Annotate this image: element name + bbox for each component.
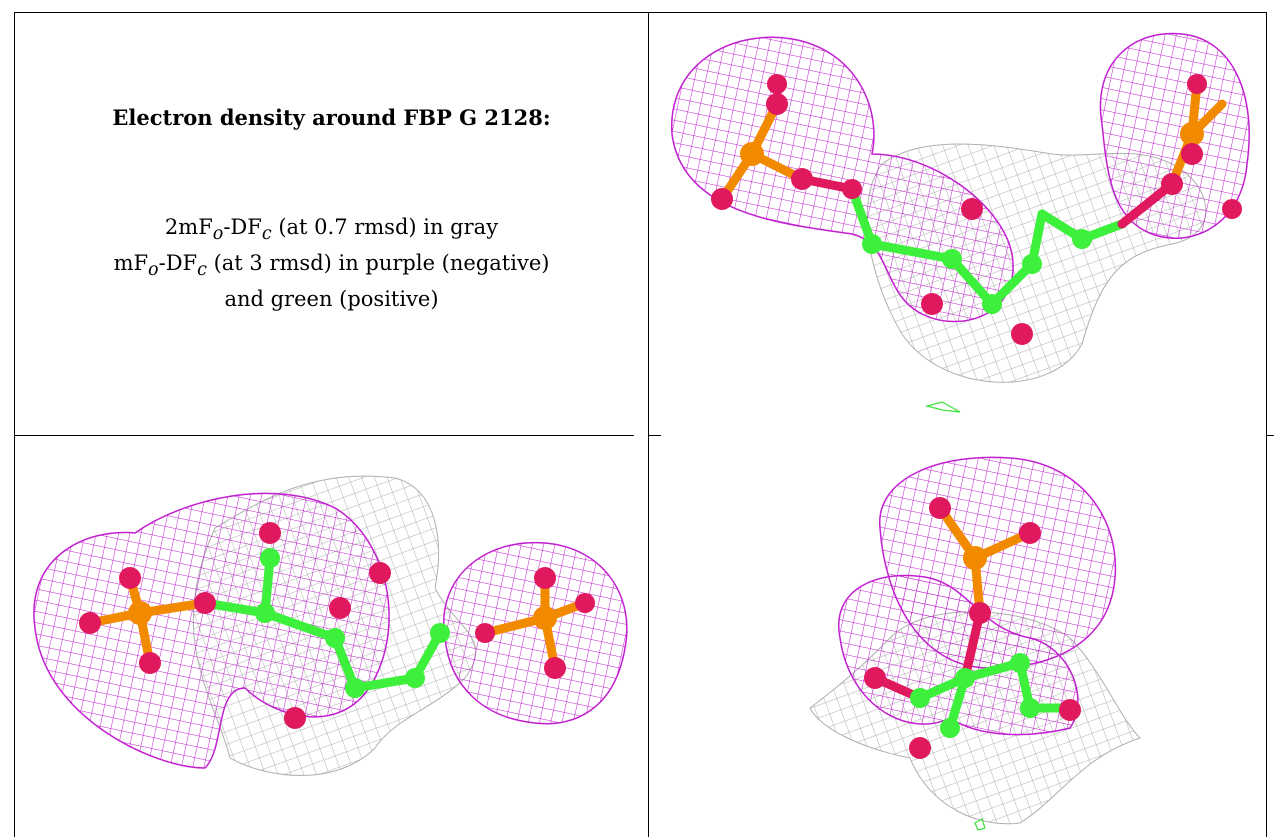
row-divider-left	[14, 435, 634, 436]
figure-title: Electron density around FBP G 2128:	[112, 105, 551, 130]
l2-a: mF	[113, 251, 149, 276]
l2-b: -DF	[158, 251, 198, 276]
density-view-top-right	[671, 32, 1250, 413]
purple-density-mesh-lower	[837, 574, 1079, 736]
l2-sub-c: c	[197, 260, 207, 281]
green-density-blob	[974, 818, 986, 831]
l1-c: (at 0.7 rmsd) in gray	[271, 215, 499, 239]
legend-line-purple: mFo-DFc (at 3 rmsd) in purple (negative)	[15, 249, 648, 285]
row-divider-right	[1266, 435, 1274, 436]
legend-line-green: and green (positive)	[224, 287, 439, 312]
green-density-blob	[924, 401, 961, 413]
purple-density-mesh-right	[443, 541, 628, 725]
fbp-ligand-model	[864, 497, 1081, 759]
l1-a: 2mF	[164, 215, 213, 239]
legend-line-gray: 2mFo-DFc (at 0.7 rmsd) in gray	[15, 213, 648, 249]
density-view-bottom-right	[809, 456, 1141, 831]
l1-sub-c: c	[261, 224, 272, 245]
l1-b: -DF	[223, 215, 262, 239]
fbp-ligand-model	[79, 522, 595, 729]
column-divider	[648, 12, 649, 837]
l1-sub-o: o	[212, 224, 224, 245]
density-view-bottom-left	[33, 475, 628, 776]
density-legend: 2mFo-DFc (at 0.7 rmsd) in gray mFo-DFc (…	[15, 213, 648, 314]
purple-density-mesh-left	[33, 492, 390, 769]
fbp-ligand-model	[711, 74, 1242, 345]
l2-c: (at 3 rmsd) in purple (negative)	[206, 251, 550, 276]
figure-grid	[14, 12, 1267, 837]
row-divider-middle	[648, 435, 661, 436]
l2-sub-o: o	[148, 260, 159, 281]
legend-cell: Electron density around FBP G 2128: 2mFo…	[15, 13, 648, 435]
